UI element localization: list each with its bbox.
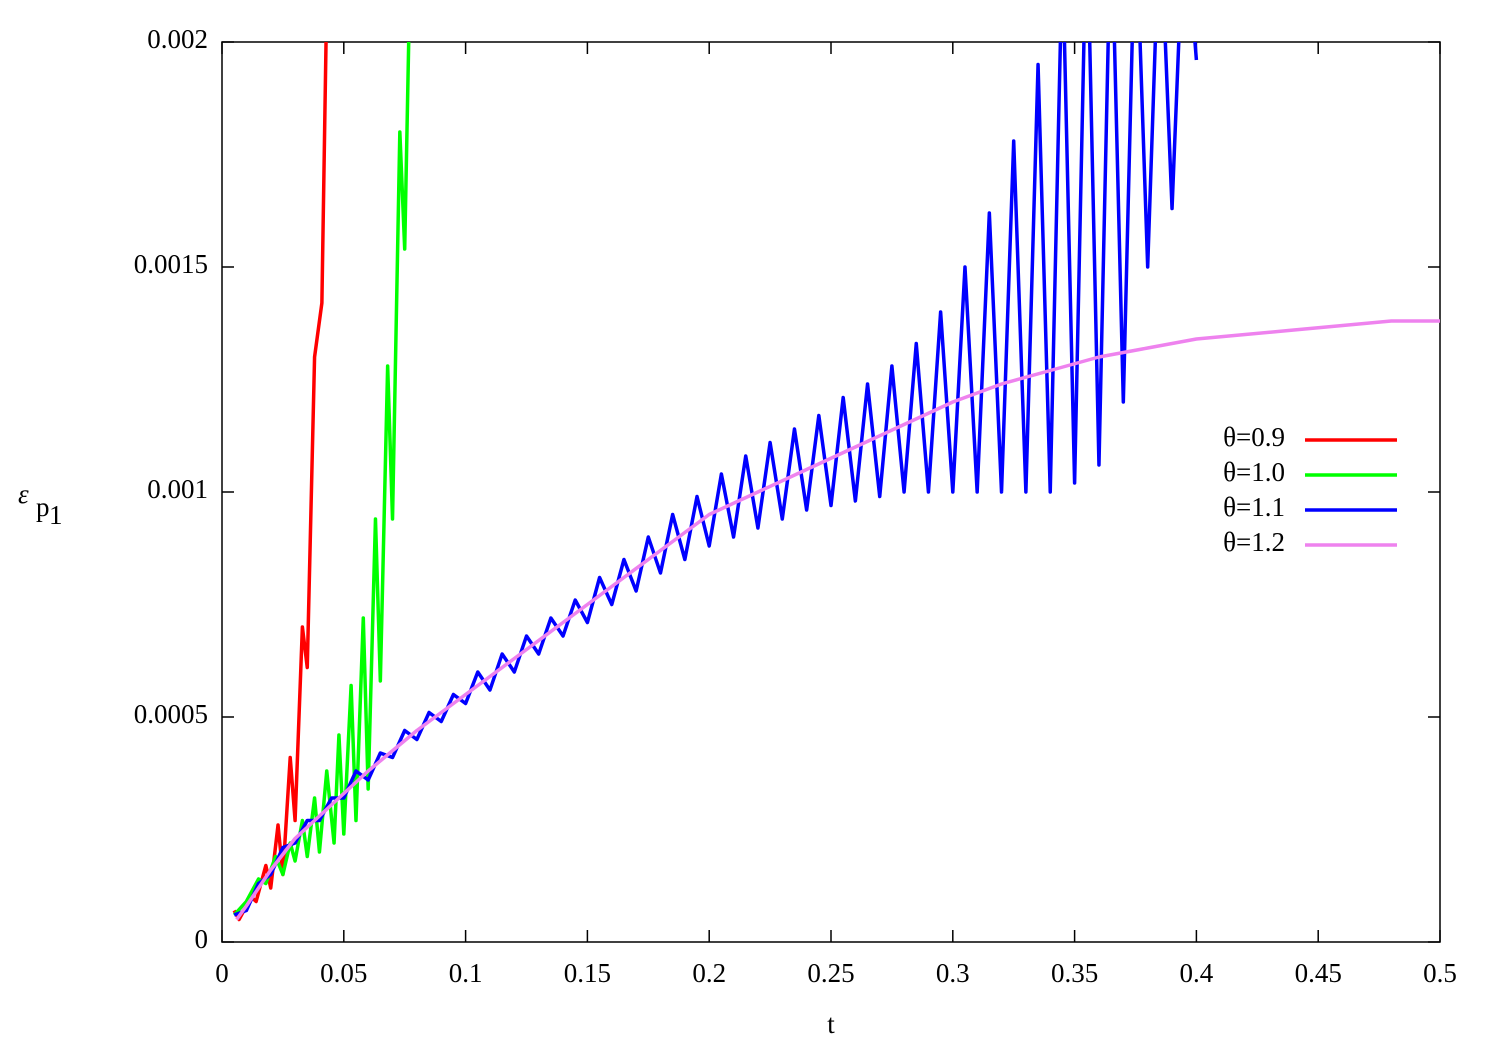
x-tick-label: 0 [215,958,229,988]
y-tick-label: 0.002 [147,24,208,54]
legend-label: θ=1.0 [1223,457,1285,487]
series-line [233,42,1199,917]
x-tick-label: 0.45 [1295,958,1342,988]
y-axis-label: ε [18,479,29,509]
x-tick-label: 0.5 [1423,958,1457,988]
series-line [232,42,328,922]
y-tick-label: 0.0015 [134,249,208,279]
y-tick-label: 0 [195,924,209,954]
legend-label: θ=1.1 [1223,492,1285,522]
x-tick-label: 0.2 [692,958,726,988]
x-tick-label: 0.25 [807,958,854,988]
series-line [232,42,411,917]
legend-label: θ=0.9 [1223,422,1285,452]
x-tick-label: 0.1 [449,958,483,988]
x-tick-label: 0.35 [1051,958,1098,988]
legend-label: θ=1.2 [1223,527,1285,557]
x-axis-label: t [827,1009,835,1039]
series-line [235,319,1440,921]
x-tick-label: 0.05 [320,958,367,988]
x-tick-label: 0.4 [1180,958,1214,988]
x-tick-label: 0.3 [936,958,970,988]
x-tick-label: 0.15 [564,958,611,988]
y-axis-label-subsubscript: 1 [49,500,63,530]
y-tick-label: 0.0005 [134,699,208,729]
y-tick-label: 0.001 [147,474,208,504]
y-axis-label-subscript: p [36,492,50,522]
